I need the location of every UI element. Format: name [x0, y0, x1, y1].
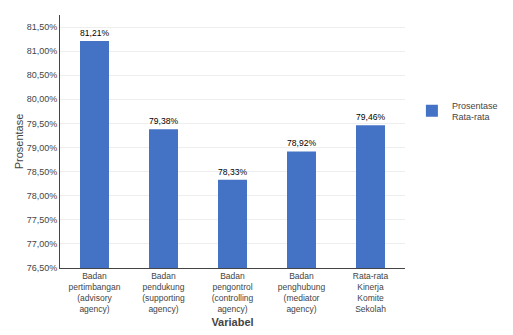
svg-text:80,50%: 80,50% — [27, 70, 58, 80]
svg-text:81,50%: 81,50% — [27, 22, 58, 32]
svg-text:Badanpertimbangan(advisoryagen: Badanpertimbangan(advisoryagency) — [69, 271, 121, 314]
svg-text:77,50%: 77,50% — [27, 215, 58, 225]
svg-text:79,38%: 79,38% — [149, 116, 178, 126]
svg-text:Badanpenghubung(mediatoragency: Badanpenghubung(mediatoragency) — [278, 271, 326, 314]
svg-text:78,50%: 78,50% — [27, 167, 58, 177]
svg-text:79,50%: 79,50% — [27, 119, 58, 129]
svg-text:77,00%: 77,00% — [27, 239, 58, 249]
svg-text:ProsentaseRata-rata: ProsentaseRata-rata — [452, 101, 498, 123]
svg-text:80,00%: 80,00% — [27, 94, 58, 104]
svg-text:79,00%: 79,00% — [27, 143, 58, 153]
svg-text:Rata-rataKinerjaKomiteSekolah: Rata-rataKinerjaKomiteSekolah — [353, 271, 389, 314]
svg-text:78,33%: 78,33% — [218, 167, 247, 177]
svg-text:76,50%: 76,50% — [27, 263, 58, 273]
svg-text:79,46%: 79,46% — [356, 112, 385, 122]
svg-text:Badanpengontrol(controllingage: Badanpengontrol(controllingagency) — [212, 271, 254, 314]
svg-text:78,92%: 78,92% — [287, 138, 316, 148]
svg-text:81,21%: 81,21% — [80, 28, 109, 38]
svg-text:Variabel: Variabel — [211, 316, 253, 328]
svg-text:78,00%: 78,00% — [27, 191, 58, 201]
svg-text:Prosentase: Prosentase — [13, 114, 25, 170]
svg-text:Badanpendukung(supportingagenc: Badanpendukung(supportingagency) — [142, 271, 185, 314]
svg-text:81,00%: 81,00% — [27, 46, 58, 56]
